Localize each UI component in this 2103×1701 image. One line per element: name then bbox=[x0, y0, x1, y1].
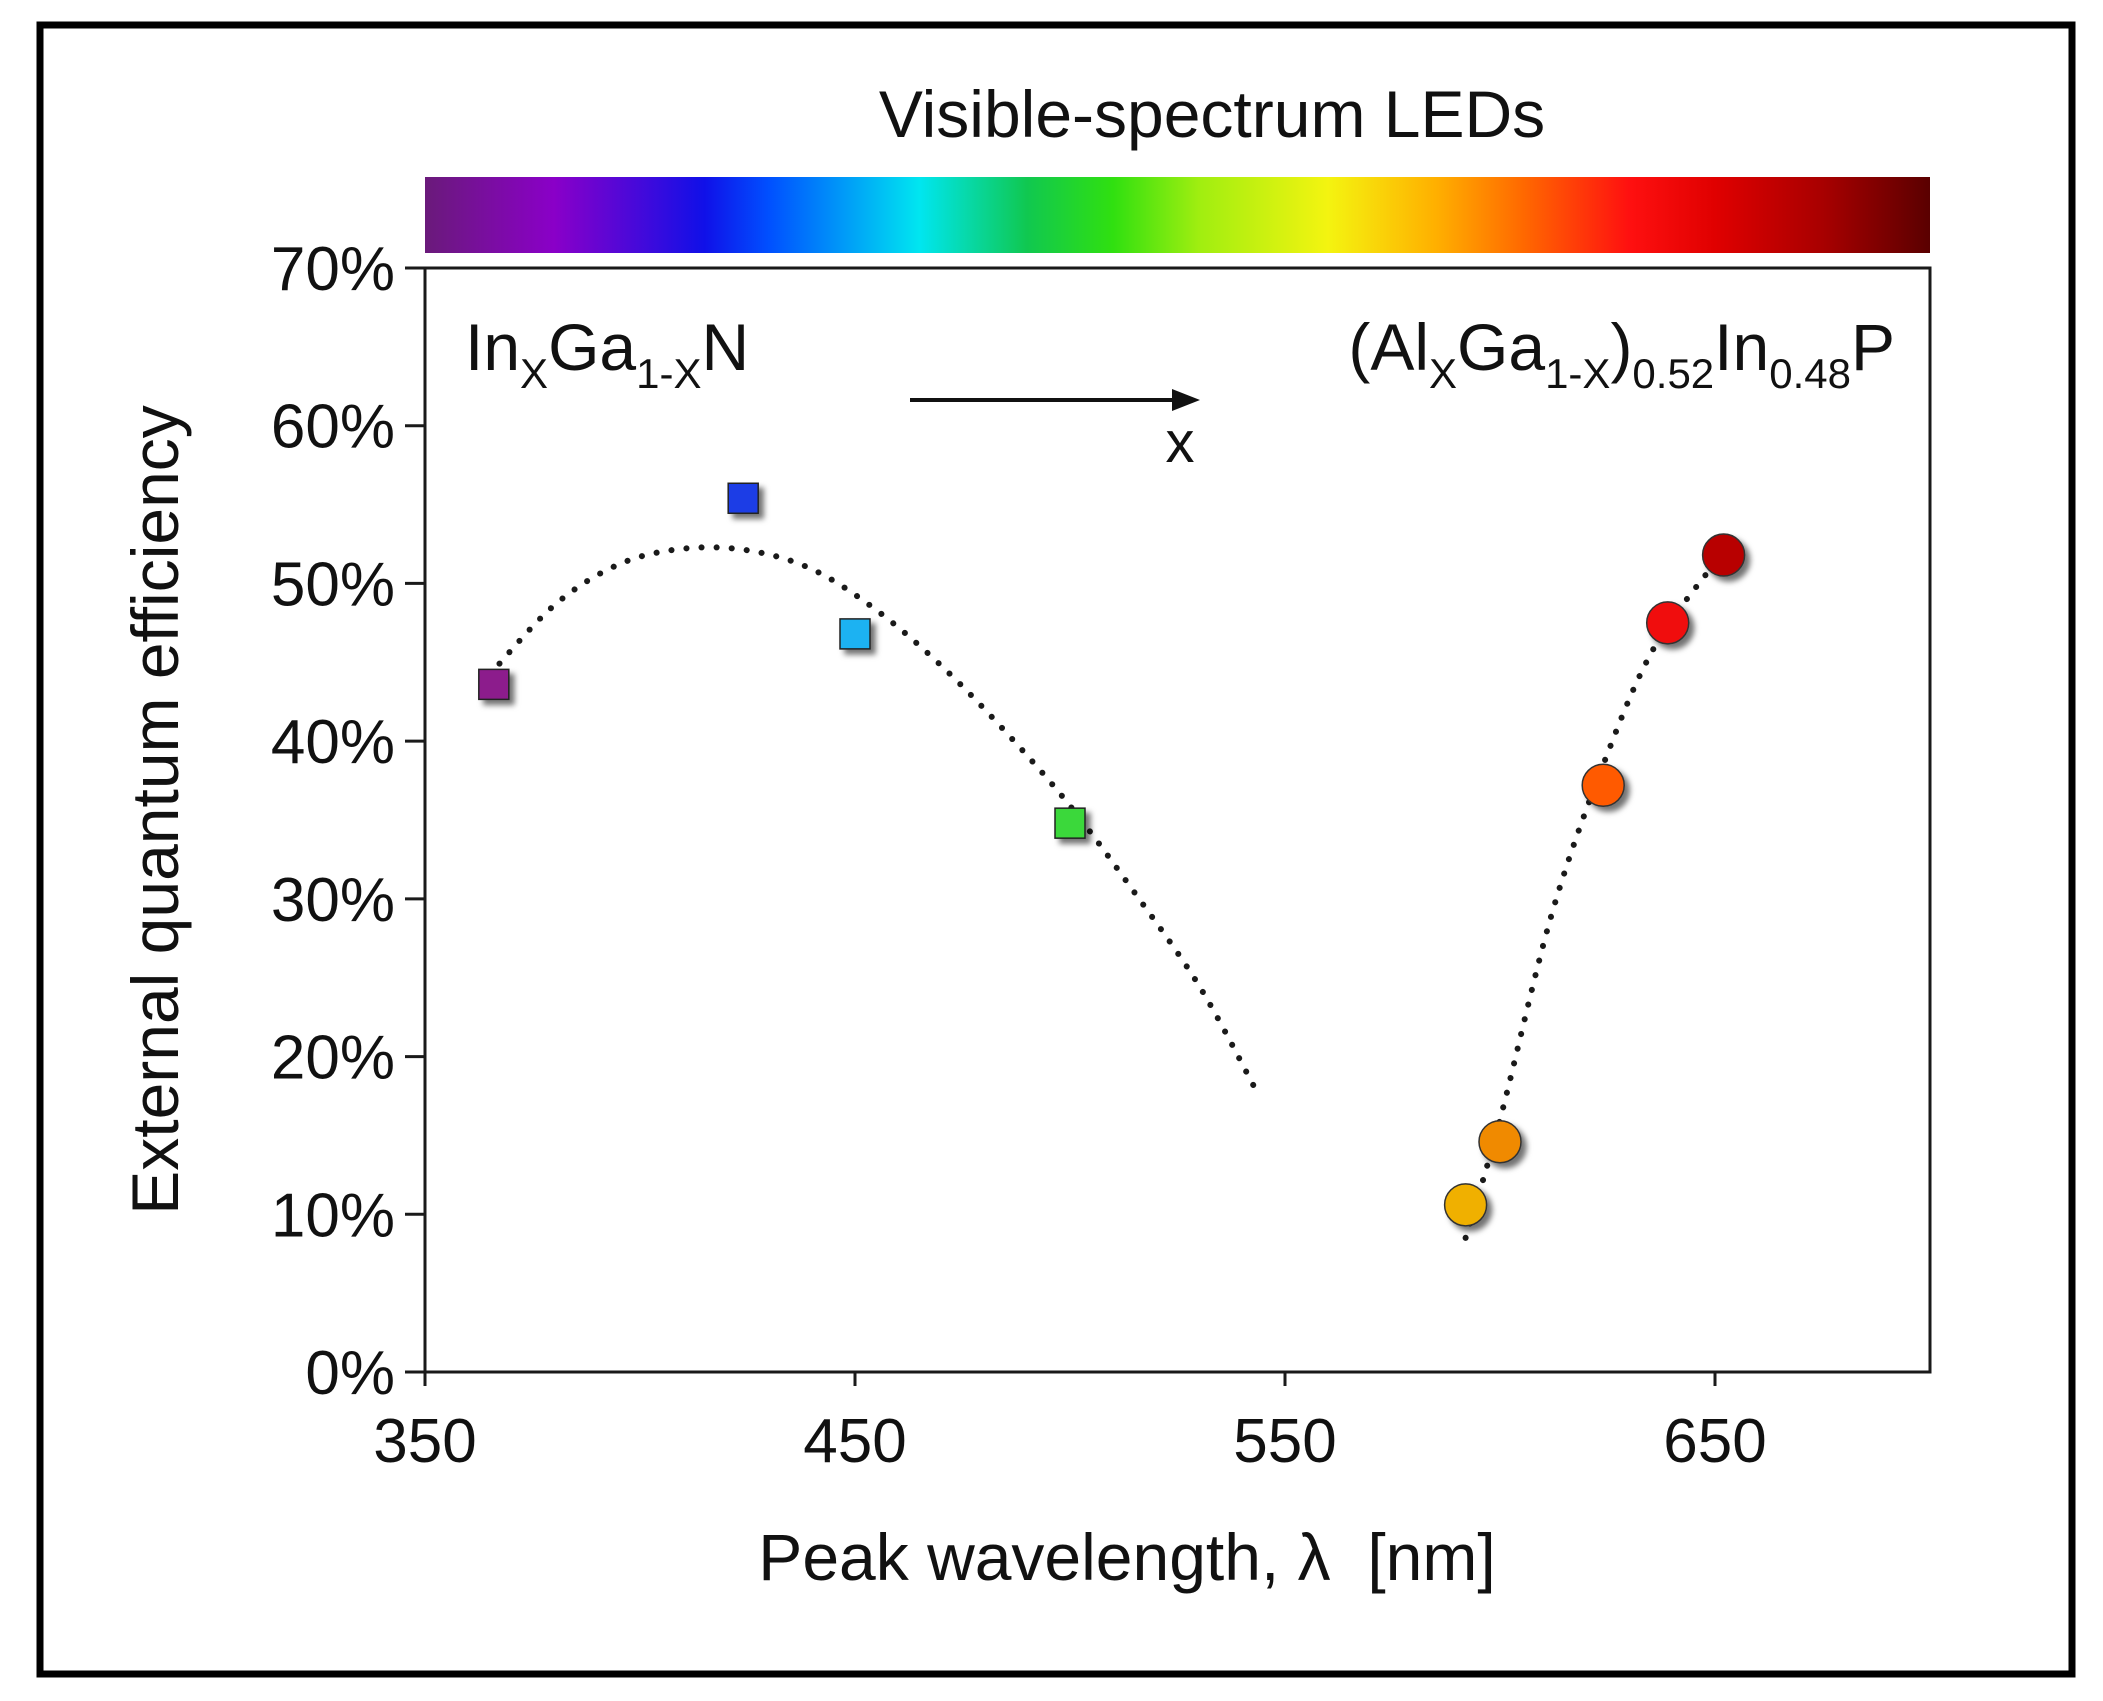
algainp-sub-048: 0.48 bbox=[1769, 350, 1851, 397]
x-axis-label: Peak wavelength, λ [nm] bbox=[758, 1520, 1495, 1594]
composition-arrow-head bbox=[1172, 389, 1200, 411]
ingan-part-ga: Ga bbox=[548, 310, 636, 384]
x-tick-label-350: 350 bbox=[373, 1407, 476, 1476]
y-tick-label-50: 50% bbox=[271, 550, 395, 619]
algainp-point-652 bbox=[1701, 533, 1746, 577]
outer-frame bbox=[36, 21, 2076, 1678]
fit-curves bbox=[486, 544, 1727, 1241]
chart-title: Visible-spectrum LEDs bbox=[879, 77, 1545, 151]
ingan-point-424 bbox=[727, 482, 759, 515]
x-tick-label-450: 450 bbox=[803, 1407, 906, 1476]
algainp-sub-x: X bbox=[1429, 350, 1457, 397]
ingan-sub-x: X bbox=[520, 350, 548, 397]
algainp-sub-052: 0.52 bbox=[1632, 350, 1714, 397]
algainp-part-al: (Al bbox=[1348, 310, 1429, 384]
y-tick-label-40: 40% bbox=[271, 708, 395, 777]
composition-arrow-label: x bbox=[1166, 410, 1195, 475]
y-axis-label: External quantum efficiency bbox=[118, 405, 192, 1215]
y-tick-label-70: 70% bbox=[271, 235, 395, 304]
plot-area-frame bbox=[423, 266, 1932, 1374]
x-tick-label-650: 650 bbox=[1663, 1407, 1766, 1476]
ingan-point-366 bbox=[478, 668, 510, 701]
spectrum-bar bbox=[425, 177, 1930, 253]
algainp-part-ga: Ga bbox=[1457, 310, 1545, 384]
y-tick-label-60: 60% bbox=[271, 393, 395, 462]
algainp-point-600 bbox=[1478, 1119, 1522, 1164]
y-tick-label-0: 0% bbox=[305, 1339, 395, 1408]
algainp-point-624 bbox=[1581, 763, 1625, 808]
algainp-part-in: In bbox=[1714, 310, 1769, 384]
x-tick-label-550: 550 bbox=[1233, 1407, 1336, 1476]
fit-curve-ingan bbox=[486, 544, 1258, 1092]
y-tick-label-10: 10% bbox=[271, 1181, 395, 1250]
ingan-part-in: In bbox=[465, 310, 520, 384]
algainp-formula-label: (AlXGa1-X)0.52In0.48P bbox=[1348, 310, 1895, 397]
ingan-part-n: N bbox=[701, 310, 749, 384]
y-tick-label-20: 20% bbox=[271, 1024, 395, 1093]
algainp-point-592 bbox=[1443, 1183, 1488, 1227]
fit-curve-algainp bbox=[1462, 548, 1727, 1241]
algainp-part-p: P bbox=[1851, 310, 1895, 384]
y-axis: 0% 10% 20% 30% 40% 50% 60% 70% bbox=[271, 235, 425, 1408]
algainp-sub-1x: 1-X bbox=[1545, 350, 1610, 397]
ingan-point-500 bbox=[1054, 807, 1086, 839]
data-points bbox=[478, 482, 1746, 1227]
algainp-close-paren: ) bbox=[1610, 310, 1632, 384]
ingan-formula-label: InXGa1-XN bbox=[465, 310, 749, 397]
ingan-sub-1x: 1-X bbox=[636, 350, 701, 397]
algainp-point-639 bbox=[1645, 601, 1690, 645]
x-axis: 350 450 550 650 bbox=[373, 1372, 1767, 1476]
y-tick-label-30: 30% bbox=[271, 866, 395, 935]
ingan-point-450 bbox=[839, 618, 871, 650]
